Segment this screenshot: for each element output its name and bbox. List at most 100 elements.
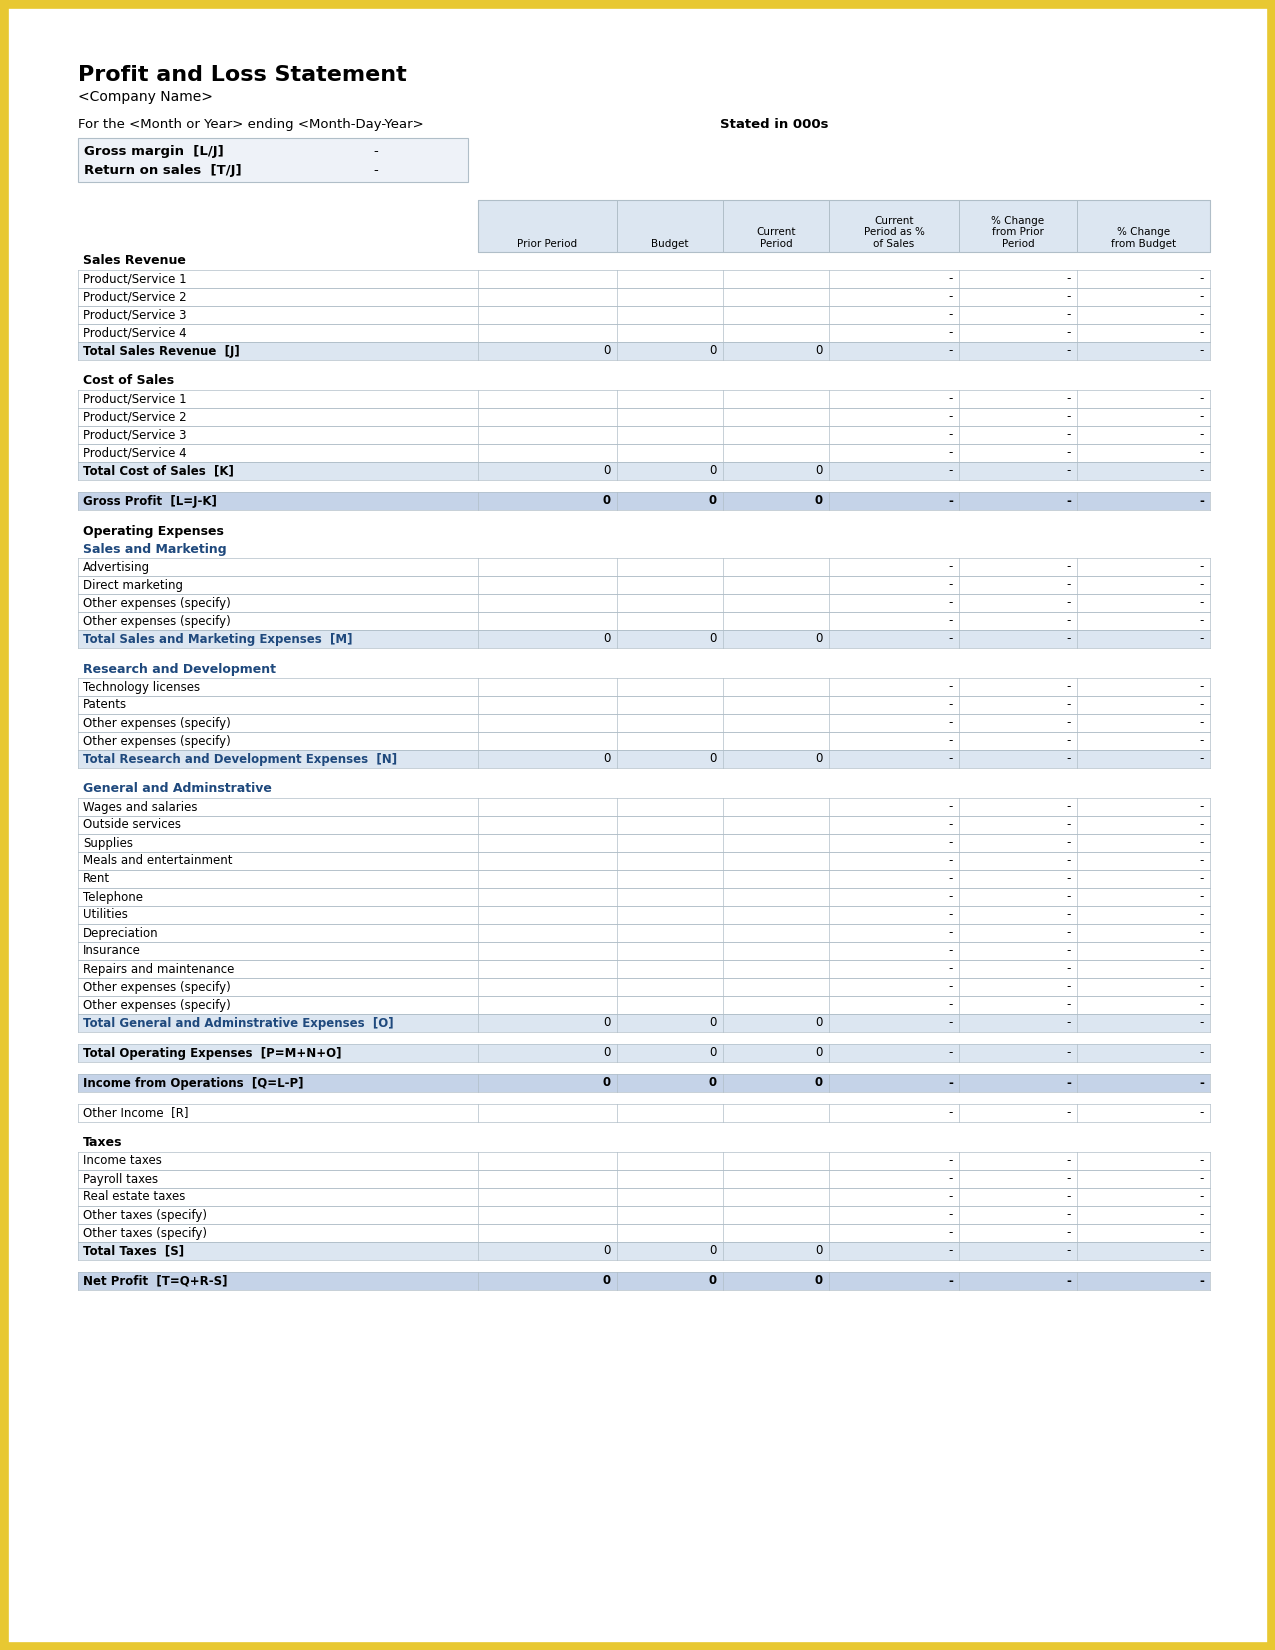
Text: -: - — [1067, 290, 1071, 304]
Text: 0: 0 — [603, 465, 611, 477]
Text: -: - — [949, 944, 952, 957]
Text: -: - — [1067, 752, 1071, 766]
Text: -: - — [949, 272, 952, 285]
Text: 0: 0 — [710, 465, 717, 477]
Text: -: - — [1200, 962, 1204, 975]
Text: -: - — [949, 1191, 952, 1203]
Text: -: - — [1067, 980, 1071, 993]
Text: -: - — [1067, 891, 1071, 904]
Text: -: - — [949, 1274, 952, 1287]
Text: -: - — [949, 800, 952, 813]
Text: Total Research and Development Expenses  [N]: Total Research and Development Expenses … — [83, 752, 397, 766]
Bar — [78, 751, 1210, 767]
Text: Total General and Adminstrative Expenses  [O]: Total General and Adminstrative Expenses… — [83, 1016, 394, 1030]
Text: -: - — [949, 818, 952, 832]
Text: -: - — [949, 345, 952, 358]
Text: -: - — [1067, 927, 1071, 939]
Text: -: - — [1067, 698, 1071, 711]
Text: -: - — [1200, 837, 1204, 850]
Text: -: - — [949, 393, 952, 406]
Text: -: - — [1200, 698, 1204, 711]
Text: -: - — [1067, 1016, 1071, 1030]
Text: -: - — [1067, 944, 1071, 957]
Text: Product/Service 2: Product/Service 2 — [83, 411, 186, 424]
Text: -: - — [949, 579, 952, 591]
Text: -: - — [949, 962, 952, 975]
Text: Other taxes (specify): Other taxes (specify) — [83, 1208, 207, 1221]
Text: Income from Operations  [Q=L-P]: Income from Operations [Q=L-P] — [83, 1076, 303, 1089]
Text: -: - — [949, 411, 952, 424]
Text: -: - — [949, 716, 952, 729]
Bar — [78, 1074, 1210, 1092]
Text: Profit and Loss Statement: Profit and Loss Statement — [78, 64, 407, 86]
Text: Meals and entertainment: Meals and entertainment — [83, 855, 232, 868]
Text: 0: 0 — [710, 1244, 717, 1257]
Text: Direct marketing: Direct marketing — [83, 579, 184, 591]
Text: -: - — [1200, 561, 1204, 574]
Text: 0: 0 — [603, 495, 611, 508]
Text: For the <Month or Year> ending <Month-Day-Year>: For the <Month or Year> ending <Month-Da… — [78, 119, 423, 130]
Text: -: - — [1067, 1046, 1071, 1059]
Text: -: - — [1200, 734, 1204, 747]
Text: -: - — [1200, 998, 1204, 1011]
Text: -: - — [1067, 680, 1071, 693]
Text: Product/Service 1: Product/Service 1 — [83, 272, 186, 285]
Text: Cost of Sales: Cost of Sales — [83, 375, 175, 388]
Text: -: - — [949, 614, 952, 627]
Text: -: - — [1200, 327, 1204, 340]
Text: 0: 0 — [816, 1244, 822, 1257]
Text: -: - — [374, 145, 379, 158]
Text: -: - — [1200, 393, 1204, 406]
Bar — [78, 139, 468, 182]
Text: Product/Service 3: Product/Service 3 — [83, 309, 186, 322]
Text: -: - — [1067, 962, 1071, 975]
Text: -: - — [1067, 998, 1071, 1011]
Text: -: - — [949, 1244, 952, 1257]
Text: -: - — [1200, 579, 1204, 591]
Text: -: - — [949, 680, 952, 693]
Text: Other expenses (specify): Other expenses (specify) — [83, 597, 231, 609]
Text: Net Profit  [T=Q+R-S]: Net Profit [T=Q+R-S] — [83, 1274, 227, 1287]
Text: 0: 0 — [815, 495, 822, 508]
Text: Product/Service 2: Product/Service 2 — [83, 290, 186, 304]
Text: Gross Profit  [L=J-K]: Gross Profit [L=J-K] — [83, 495, 217, 508]
Text: 0: 0 — [709, 1076, 717, 1089]
Text: -: - — [1200, 818, 1204, 832]
Text: 0: 0 — [603, 1016, 611, 1030]
Text: 0: 0 — [816, 345, 822, 358]
Text: Current
Period: Current Period — [756, 228, 796, 249]
Text: -: - — [949, 752, 952, 766]
Text: -: - — [1200, 614, 1204, 627]
Text: -: - — [1067, 447, 1071, 459]
Bar — [78, 630, 1210, 648]
Bar — [78, 1242, 1210, 1261]
Text: -: - — [1067, 1173, 1071, 1185]
Text: -: - — [949, 837, 952, 850]
Text: -: - — [1198, 1076, 1204, 1089]
Text: -: - — [949, 327, 952, 340]
Text: -: - — [949, 1107, 952, 1119]
Text: 0: 0 — [816, 1016, 822, 1030]
Text: -: - — [949, 632, 952, 645]
Text: -: - — [949, 909, 952, 921]
Text: Other taxes (specify): Other taxes (specify) — [83, 1226, 207, 1239]
Text: General and Adminstrative: General and Adminstrative — [83, 782, 272, 795]
Text: 0: 0 — [603, 1274, 611, 1287]
Text: -: - — [949, 998, 952, 1011]
Text: Sales Revenue: Sales Revenue — [83, 254, 186, 267]
Text: 0: 0 — [816, 465, 822, 477]
Text: -: - — [949, 290, 952, 304]
Text: -: - — [1067, 345, 1071, 358]
Text: Depreciation: Depreciation — [83, 927, 158, 939]
Text: 0: 0 — [709, 1274, 717, 1287]
Text: -: - — [1200, 927, 1204, 939]
Text: 0: 0 — [603, 345, 611, 358]
Text: Total Operating Expenses  [P=M+N+O]: Total Operating Expenses [P=M+N+O] — [83, 1046, 342, 1059]
Text: -: - — [1200, 944, 1204, 957]
Text: Supplies: Supplies — [83, 837, 133, 850]
Text: Insurance: Insurance — [83, 944, 140, 957]
Text: -: - — [1200, 716, 1204, 729]
Text: -: - — [949, 891, 952, 904]
Text: 0: 0 — [710, 1046, 717, 1059]
Text: -: - — [1067, 909, 1071, 921]
